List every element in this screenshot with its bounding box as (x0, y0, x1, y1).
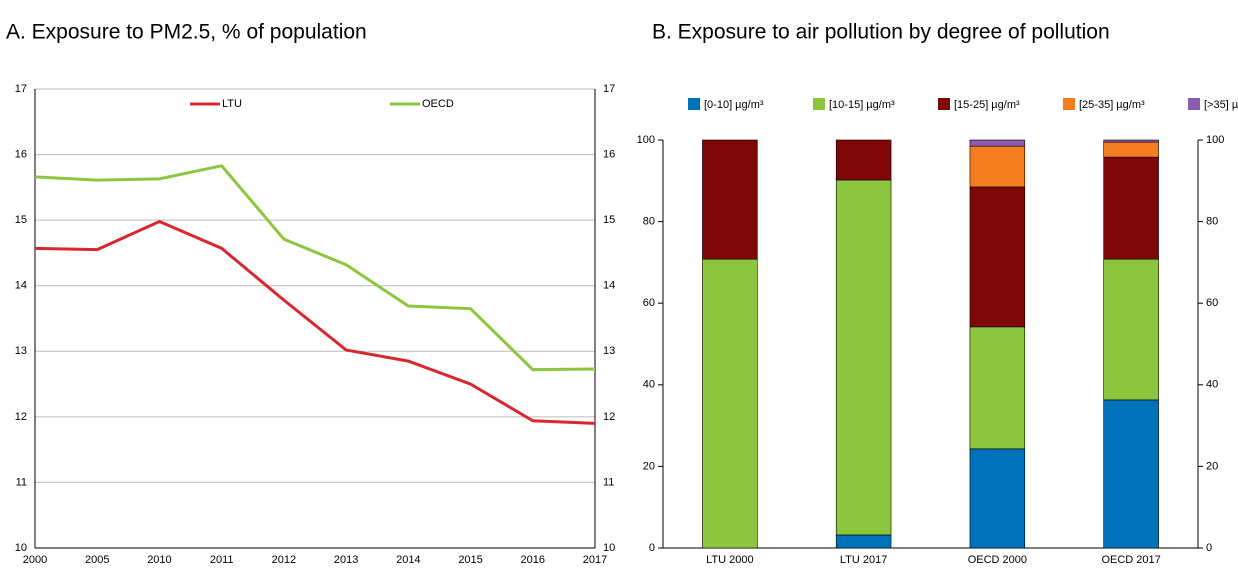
x-tick-label: 2017 (583, 554, 607, 566)
bar-segment (969, 139, 1026, 147)
bar-segment (1103, 156, 1159, 260)
x-tick-label: 2010 (147, 554, 171, 566)
y2-tick-label: 15 (603, 214, 615, 226)
y2-tick-label: 10 (603, 542, 615, 554)
legend-label: LTU (222, 98, 242, 110)
legend-swatch (688, 98, 700, 110)
y-tick-label: 20 (643, 460, 655, 472)
line (34, 219, 596, 425)
bar-segment (1103, 141, 1159, 158)
bar-segment (1103, 139, 1159, 143)
x-tick-label: LTU 2000 (706, 554, 754, 566)
bar-segment (1103, 399, 1159, 549)
y-tick-label: 14 (15, 280, 27, 292)
legend-label: [0-10] µg/m³ (704, 99, 764, 111)
legend-swatch (1188, 98, 1200, 110)
bar-segment (969, 448, 1026, 549)
x-tick-label: OECD 2000 (968, 554, 1027, 566)
y-tick-label: 40 (643, 379, 655, 391)
y2-tick-label: 0 (1206, 542, 1212, 554)
bar-segment (969, 145, 1026, 188)
line (34, 164, 596, 372)
legend-label: [25-35] µg/m³ (1079, 99, 1145, 111)
bar-segment (702, 258, 758, 549)
legend-label: [10-15] µg/m³ (829, 99, 895, 111)
y2-tick-label: 16 (603, 148, 615, 160)
chart-title: A. Exposure to PM2.5, % of population (6, 21, 367, 44)
bar-segment (969, 186, 1026, 328)
x-tick-label: 2015 (458, 554, 482, 566)
y2-tick-label: 12 (603, 411, 615, 423)
y-tick-label: 12 (15, 411, 27, 423)
x-tick-label: 2000 (23, 554, 47, 566)
bar-segment (835, 179, 892, 536)
y-tick-label: 60 (643, 297, 655, 309)
bar-segment (702, 139, 758, 260)
bar-segment (835, 534, 892, 549)
y2-tick-label: 17 (603, 83, 615, 95)
x-tick-label: 2005 (85, 554, 109, 566)
y2-tick-label: 40 (1206, 379, 1218, 391)
y2-tick-label: 80 (1206, 216, 1218, 228)
legend-swatch (813, 98, 825, 110)
y-tick-label: 13 (15, 345, 27, 357)
x-tick-label: 2011 (210, 554, 234, 566)
y2-tick-label: 13 (603, 345, 615, 357)
y2-tick-label: 11 (603, 476, 614, 488)
y2-tick-label: 60 (1206, 297, 1218, 309)
y-tick-label: 16 (15, 148, 27, 160)
y2-tick-label: 14 (603, 280, 615, 292)
chart-title: B. Exposure to air pollution by degree o… (652, 21, 1110, 44)
y-tick-label: 0 (649, 542, 655, 554)
y2-tick-label: 20 (1206, 460, 1218, 472)
y-tick-label: 11 (16, 476, 27, 488)
legend-label: OECD (422, 98, 454, 110)
legend-label: [>35] µg/m³ (1204, 99, 1238, 111)
y2-tick-label: 100 (1206, 134, 1224, 146)
x-tick-label: 2016 (521, 554, 545, 566)
legend-swatch (938, 98, 950, 110)
x-tick-label: OECD 2017 (1101, 554, 1160, 566)
y-tick-label: 100 (637, 134, 655, 146)
x-tick-label: 2013 (334, 554, 358, 566)
x-tick-label: 2012 (272, 554, 296, 566)
legend-swatch (1063, 98, 1075, 110)
x-tick-label: LTU 2017 (840, 554, 888, 566)
y-tick-label: 15 (15, 214, 27, 226)
legend-label: [15-25] µg/m³ (954, 99, 1020, 111)
y-tick-label: 10 (15, 542, 27, 554)
x-tick-label: 2014 (396, 554, 420, 566)
bar-segment (1103, 258, 1159, 401)
bar-segment (969, 326, 1026, 450)
bar-segment (835, 139, 892, 181)
y-tick-label: 80 (643, 216, 655, 228)
y-tick-label: 17 (15, 83, 27, 95)
